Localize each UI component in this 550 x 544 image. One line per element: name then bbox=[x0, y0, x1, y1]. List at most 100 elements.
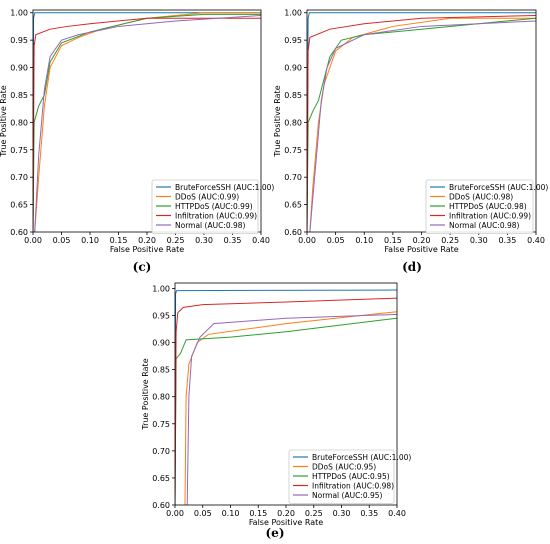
x-axis-label: False Positive Rate bbox=[249, 518, 323, 527]
series-line-2 bbox=[33, 13, 261, 232]
x-tick-label: 0.05 bbox=[53, 236, 71, 245]
y-tick-label: 0.95 bbox=[10, 36, 28, 45]
y-tick-label: 0.60 bbox=[284, 228, 302, 237]
panel-c-plot: 0.00 0.05 0.10 0.15 0.20 0.25 0.30 0.35 0.40 0.60… bbox=[0, 9, 274, 254]
y-tick-label: 0.70 bbox=[10, 173, 28, 182]
x-tick-label: 0.05 bbox=[194, 509, 212, 518]
legend: BruteForceSSH (AUC:1.00)DDoS (AUC:0.98)H… bbox=[425, 179, 548, 234]
panel-e-plot: 0.00 0.05 0.10 0.15 0.20 0.25 0.30 0.35 0.40 0.60… bbox=[141, 282, 411, 527]
x-tick-label: 0.00 bbox=[24, 236, 42, 245]
y-tick-label: 0.65 bbox=[284, 201, 302, 210]
series-group bbox=[307, 12, 536, 232]
y-tick-label: 0.90 bbox=[10, 64, 28, 73]
y-axis-label: True Positive Rate bbox=[0, 85, 8, 157]
y-tick-label: 0.90 bbox=[152, 339, 170, 348]
y-axis-label: True Positive Rate bbox=[273, 85, 282, 157]
y-tick-label: 0.75 bbox=[284, 146, 302, 155]
legend-entry: DDoS (AUC:0.95) bbox=[312, 462, 376, 471]
y-tick-label: 0.85 bbox=[284, 91, 302, 100]
y-tick-label: 0.70 bbox=[284, 173, 302, 182]
panel-c-label: (c) bbox=[133, 260, 152, 274]
x-tick-label: 0.35 bbox=[224, 236, 242, 245]
y-tick-label: 0.85 bbox=[152, 366, 170, 375]
legend-entry: Infiltration (AUC:0.99) bbox=[175, 211, 257, 220]
x-tick-label: 0.30 bbox=[195, 236, 213, 245]
series-line-1 bbox=[34, 12, 261, 232]
y-tick-label: 0.80 bbox=[152, 393, 170, 402]
panel-c: 0.00 0.05 0.10 0.15 0.20 0.25 0.30 0.35 0.40 0.60… bbox=[0, 9, 274, 274]
series-line-4 bbox=[186, 313, 397, 505]
panel-d: 0.00 0.05 0.10 0.15 0.20 0.25 0.30 0.35 0.40 0.60… bbox=[273, 9, 548, 274]
x-tick-label: 0.15 bbox=[384, 236, 402, 245]
y-axis-label: True Positive Rate bbox=[141, 358, 150, 430]
legend-entry: Normal (AUC:0.95) bbox=[312, 491, 383, 500]
series-line-3 bbox=[33, 17, 261, 232]
series-line-3 bbox=[175, 297, 397, 505]
y-tick-label: 0.80 bbox=[10, 118, 28, 127]
legend-entry: BruteForceSSH (AUC:1.00) bbox=[449, 183, 548, 192]
x-tick-label: 0.15 bbox=[249, 509, 267, 518]
y-tick-label: 1.00 bbox=[152, 284, 170, 293]
x-tick-label: 0.35 bbox=[498, 236, 516, 245]
legend-entry: HTTPDoS (AUC:0.98) bbox=[449, 202, 527, 211]
legend-entry: Normal (AUC:0.98) bbox=[449, 221, 520, 230]
y-tick-label: 0.95 bbox=[152, 311, 170, 320]
legend-entry: HTTPDoS (AUC:0.95) bbox=[312, 472, 390, 481]
legend-box bbox=[151, 179, 259, 234]
x-tick-label: 0.25 bbox=[167, 236, 185, 245]
x-tick-label: 0.05 bbox=[327, 236, 345, 245]
x-tick-label: 0.15 bbox=[110, 236, 128, 245]
legend-entry: BruteForceSSH (AUC:1.00) bbox=[175, 183, 274, 192]
y-tick-label: 0.90 bbox=[284, 64, 302, 73]
legend-entry: DDoS (AUC:0.98) bbox=[449, 192, 513, 201]
x-tick-label: 0.10 bbox=[81, 236, 99, 245]
x-tick-label: 0.30 bbox=[333, 509, 351, 518]
y-tick-label: 0.95 bbox=[284, 36, 302, 45]
x-tick-label: 0.30 bbox=[470, 236, 488, 245]
y-tick-label: 0.75 bbox=[10, 146, 28, 155]
y-tick-label: 1.00 bbox=[284, 9, 302, 18]
x-tick-label: 0.40 bbox=[388, 509, 406, 518]
legend-entry: HTTPDoS (AUC:0.99) bbox=[175, 202, 253, 211]
series-line-2 bbox=[307, 17, 536, 232]
series-line-4 bbox=[309, 20, 536, 232]
panel-e-label: (e) bbox=[266, 526, 285, 540]
y-tick-label: 0.80 bbox=[284, 118, 302, 127]
legend-box bbox=[425, 179, 534, 234]
legend: BruteForceSSH (AUC:1.00)DDoS (AUC:0.99)H… bbox=[151, 179, 274, 234]
x-tick-label: 0.20 bbox=[277, 509, 295, 518]
y-tick-label: 0.60 bbox=[152, 501, 170, 510]
legend-entry: DDoS (AUC:0.99) bbox=[175, 192, 239, 201]
x-tick-label: 0.25 bbox=[305, 509, 323, 518]
y-tick-label: 0.60 bbox=[10, 228, 28, 237]
x-tick-label: 0.40 bbox=[527, 236, 545, 245]
legend-entry: BruteForceSSH (AUC:1.00) bbox=[312, 453, 411, 462]
x-tick-label: 0.25 bbox=[441, 236, 459, 245]
legend-entry: Infiltration (AUC:0.99) bbox=[449, 211, 531, 220]
x-tick-label: 0.20 bbox=[138, 236, 156, 245]
series-line-4 bbox=[34, 14, 261, 232]
panel-e: 0.00 0.05 0.10 0.15 0.20 0.25 0.30 0.35 0.40 0.60… bbox=[141, 282, 411, 540]
legend-entry: Normal (AUC:0.98) bbox=[175, 221, 246, 230]
y-tick-label: 1.00 bbox=[10, 9, 28, 18]
y-tick-label: 0.70 bbox=[152, 447, 170, 456]
x-tick-label: 0.10 bbox=[222, 509, 240, 518]
y-tick-label: 0.65 bbox=[10, 201, 28, 210]
x-tick-label: 0.00 bbox=[298, 236, 316, 245]
x-tick-label: 0.10 bbox=[355, 236, 373, 245]
x-tick-label: 0.35 bbox=[360, 509, 378, 518]
panel-d-plot: 0.00 0.05 0.10 0.15 0.20 0.25 0.30 0.35 0.40 0.60… bbox=[273, 9, 548, 254]
y-tick-label: 0.65 bbox=[152, 474, 170, 483]
x-axis-label: False Positive Rate bbox=[110, 245, 184, 254]
legend: BruteForceSSH (AUC:1.00)DDoS (AUC:0.95)H… bbox=[288, 449, 411, 504]
y-tick-label: 0.85 bbox=[10, 91, 28, 100]
panel-d-label: (d) bbox=[402, 260, 422, 274]
y-tick-label: 0.75 bbox=[152, 420, 170, 429]
x-axis-label: False Positive Rate bbox=[384, 245, 458, 254]
series-line-1 bbox=[309, 17, 536, 232]
series-group bbox=[33, 12, 261, 232]
legend-entry: Infiltration (AUC:0.98) bbox=[312, 481, 394, 490]
x-tick-label: 0.40 bbox=[252, 236, 270, 245]
x-tick-label: 0.00 bbox=[166, 509, 184, 518]
